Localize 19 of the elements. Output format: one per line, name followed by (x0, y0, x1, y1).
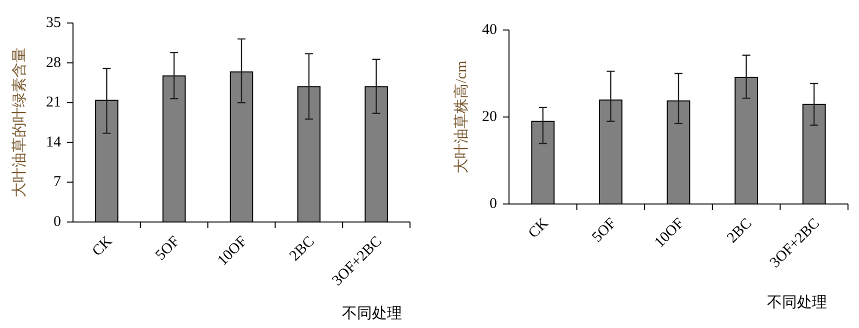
x-tick-label: 5OF (589, 216, 620, 246)
x-tick-label: 5OF (152, 234, 183, 264)
x-tick-label: CK (89, 233, 116, 260)
y-tick-label: 35 (46, 15, 61, 31)
y-tick-label: 7 (54, 174, 62, 190)
y-tick-label: 28 (46, 54, 61, 71)
y-tick-label: 20 (482, 109, 497, 125)
x-axis-title: 不同处理 (342, 305, 402, 322)
x-axis-title: 不同处理 (767, 294, 827, 311)
y-axis-title: 大叶油草株高/cm (453, 60, 470, 174)
y-tick-label: 0 (54, 214, 61, 230)
y-axis-title: 大叶油草的叶绿素含量 (11, 48, 28, 198)
y-tick-label: 14 (46, 134, 62, 150)
y-tick-label: 40 (482, 22, 497, 38)
x-tick-label: 2BC (286, 234, 318, 264)
y-tick-label: 0 (490, 196, 497, 212)
x-tick-label: CK (526, 215, 552, 242)
x-tick-label: 2BC (724, 216, 756, 246)
y-tick-label: 21 (46, 94, 61, 111)
